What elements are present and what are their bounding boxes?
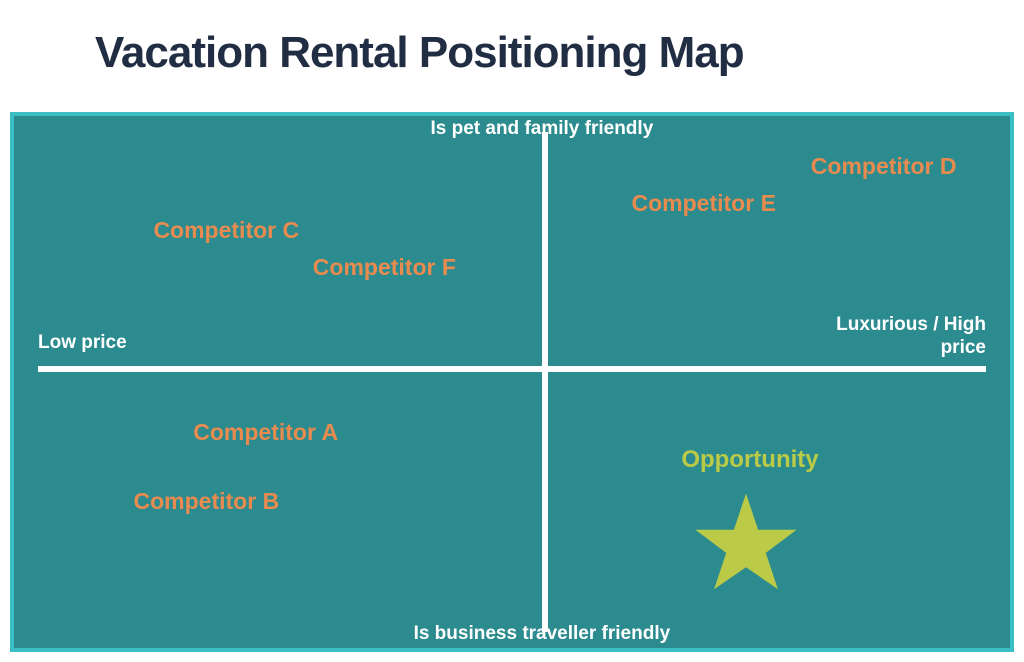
competitor-label: Competitor D	[811, 153, 957, 180]
y-axis-bottom-label: Is business traveller friendly	[414, 623, 671, 646]
competitor-label: Competitor C	[153, 217, 299, 244]
y-axis-top-label: Is pet and family friendly	[430, 118, 653, 141]
competitor-label: Competitor B	[134, 488, 280, 515]
competitor-label: Competitor A	[193, 419, 338, 446]
competitor-label: Competitor E	[632, 190, 776, 217]
x-axis-right-label: Luxurious / High price	[816, 314, 986, 360]
page-title: Vacation Rental Positioning Map	[95, 28, 744, 78]
page: Vacation Rental Positioning Map Is pet a…	[0, 0, 1024, 662]
x-axis-left-label: Low price	[38, 332, 127, 355]
star-icon	[691, 488, 801, 603]
x-axis-line	[38, 366, 986, 372]
competitor-label: Competitor F	[313, 254, 456, 281]
y-axis-line	[542, 132, 548, 632]
opportunity-label: Opportunity	[681, 446, 818, 474]
positioning-chart: Is pet and family friendly Is business t…	[10, 112, 1014, 652]
